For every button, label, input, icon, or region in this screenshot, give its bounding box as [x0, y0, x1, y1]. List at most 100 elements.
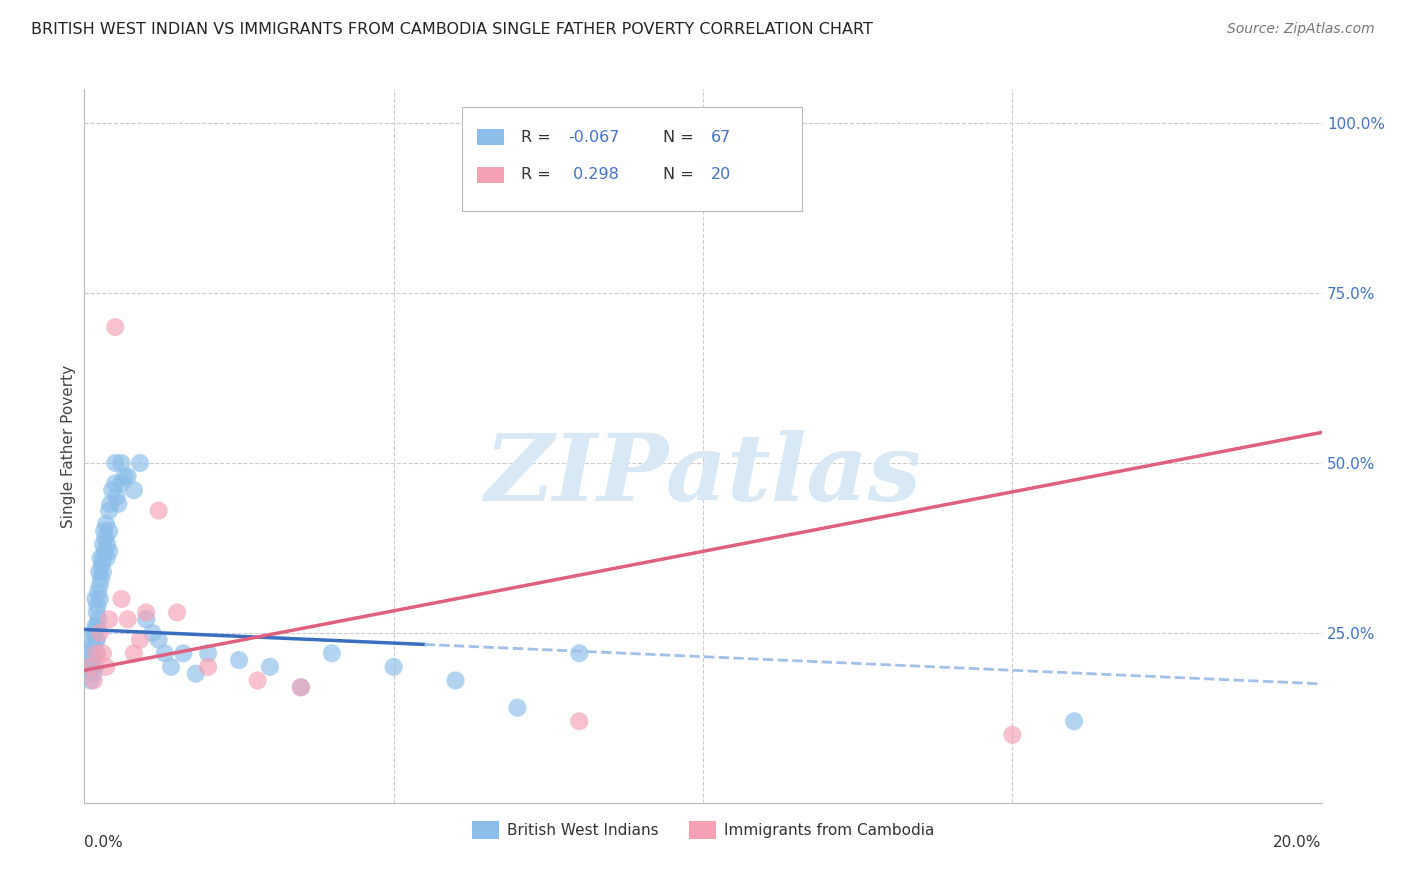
Point [89, 565, 111, 579]
Text: 0.298: 0.298 [568, 168, 619, 182]
Text: N =: N = [664, 129, 699, 145]
Point [290, 680, 312, 694]
Point [148, 632, 170, 647]
Point [84, 619, 107, 633]
Point [135, 606, 157, 620]
Point [105, 490, 128, 504]
Point [172, 646, 194, 660]
Point [568, 714, 591, 729]
Point [166, 606, 188, 620]
Point [110, 476, 132, 491]
Text: Source: ZipAtlas.com: Source: ZipAtlas.com [1227, 22, 1375, 37]
Point [107, 497, 129, 511]
Point [110, 456, 132, 470]
Point [135, 612, 157, 626]
Point [160, 660, 183, 674]
Point [228, 653, 250, 667]
Point [246, 673, 269, 688]
Point [87, 585, 110, 599]
Point [197, 660, 219, 674]
Point [79, 660, 101, 674]
Point [104, 456, 127, 470]
Point [91, 551, 114, 566]
Point [1001, 728, 1024, 742]
Text: R =: R = [522, 168, 555, 182]
Point [91, 646, 114, 660]
Y-axis label: Single Father Poverty: Single Father Poverty [60, 365, 76, 527]
Point [86, 606, 108, 620]
Point [96, 551, 118, 566]
Text: ZIPatlas: ZIPatlas [485, 430, 921, 519]
Point [83, 673, 105, 688]
Point [87, 612, 110, 626]
Point [382, 660, 405, 674]
Point [94, 531, 117, 545]
Point [506, 700, 529, 714]
Point [98, 524, 121, 538]
Point [104, 320, 127, 334]
Point [197, 646, 219, 660]
Point [94, 544, 117, 558]
Point [101, 483, 124, 498]
Point [80, 632, 103, 647]
Point [98, 544, 121, 558]
Point [84, 632, 107, 647]
FancyBboxPatch shape [477, 129, 503, 145]
Point [93, 524, 115, 538]
Point [83, 646, 105, 660]
Point [90, 558, 112, 572]
Text: -0.067: -0.067 [568, 129, 620, 145]
Point [91, 565, 114, 579]
Point [117, 469, 139, 483]
Point [83, 626, 105, 640]
Point [1063, 714, 1085, 729]
Point [79, 660, 101, 674]
Point [122, 483, 145, 498]
Point [98, 503, 121, 517]
Point [104, 476, 127, 491]
Point [82, 653, 104, 667]
Text: 20: 20 [710, 168, 731, 182]
Text: 67: 67 [710, 129, 731, 145]
Point [141, 626, 163, 640]
Point [98, 497, 121, 511]
Point [86, 619, 108, 633]
Point [79, 673, 101, 688]
Point [89, 626, 111, 640]
Point [79, 646, 101, 660]
Point [91, 537, 114, 551]
Point [148, 503, 170, 517]
Point [94, 517, 117, 532]
Point [290, 680, 312, 694]
Point [129, 632, 152, 647]
Point [98, 612, 121, 626]
Point [86, 599, 108, 613]
Point [89, 591, 111, 606]
Point [117, 612, 139, 626]
Point [444, 673, 467, 688]
Text: N =: N = [664, 168, 699, 182]
Point [184, 666, 207, 681]
Point [110, 591, 132, 606]
Legend: British West Indians, Immigrants from Cambodia: British West Indians, Immigrants from Ca… [465, 815, 941, 845]
Point [96, 537, 118, 551]
Point [114, 469, 136, 483]
Point [82, 640, 104, 654]
Point [94, 660, 117, 674]
Point [86, 646, 108, 660]
Text: 20.0%: 20.0% [1274, 835, 1322, 850]
Point [321, 646, 343, 660]
Point [122, 646, 145, 660]
Point [86, 632, 108, 647]
Point [86, 646, 108, 660]
Text: BRITISH WEST INDIAN VS IMMIGRANTS FROM CAMBODIA SINGLE FATHER POVERTY CORRELATIO: BRITISH WEST INDIAN VS IMMIGRANTS FROM C… [31, 22, 873, 37]
Point [83, 660, 105, 674]
Point [568, 646, 591, 660]
FancyBboxPatch shape [461, 107, 801, 211]
Point [83, 666, 105, 681]
Point [89, 578, 111, 592]
Point [90, 572, 112, 586]
Point [129, 456, 152, 470]
Point [153, 646, 176, 660]
Text: R =: R = [522, 129, 555, 145]
